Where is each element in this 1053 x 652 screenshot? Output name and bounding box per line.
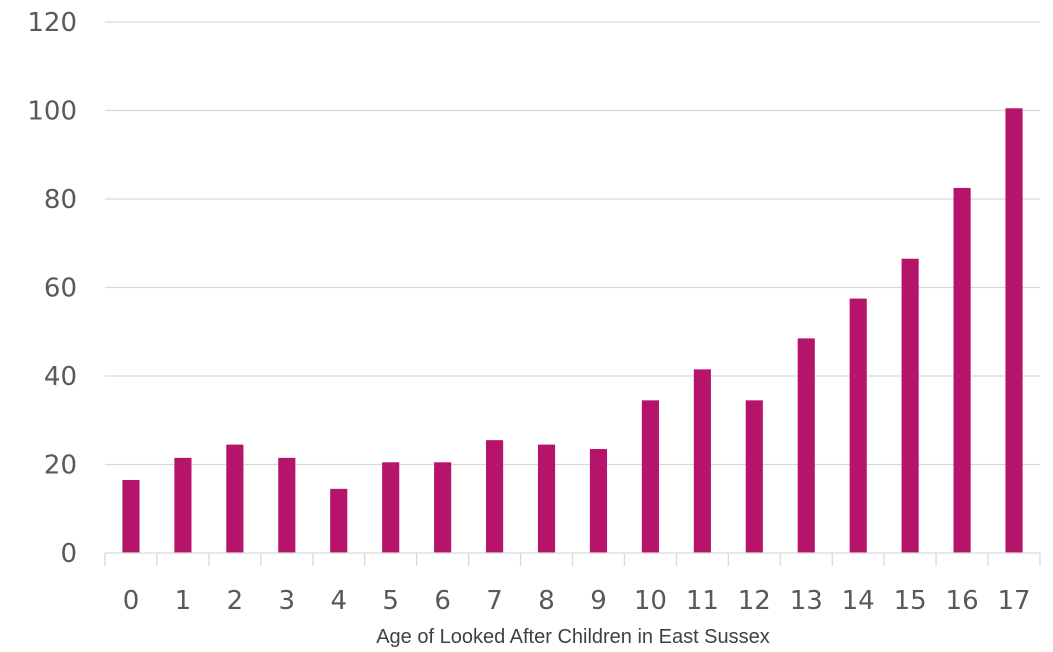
- x-tick-label: 12: [738, 586, 771, 616]
- x-tick-label: 3: [279, 586, 296, 616]
- bars: [122, 108, 1023, 553]
- bar-age-8: [537, 444, 556, 553]
- bar-age-17: [1005, 108, 1023, 553]
- bar-age-0: [122, 479, 140, 553]
- x-tick-label: 15: [894, 586, 927, 616]
- bar-age-5: [382, 462, 400, 553]
- bar-age-14: [849, 298, 867, 553]
- bar-age-2: [226, 444, 244, 553]
- bar-age-7: [486, 440, 504, 553]
- y-tick-label: 60: [44, 274, 77, 304]
- x-tick-label: 9: [590, 586, 607, 616]
- x-tick-label: 6: [434, 586, 451, 616]
- bar-age-9: [589, 449, 608, 553]
- bar-age-11: [693, 369, 711, 553]
- y-axis-tick-labels: 0 20 40 60 80 100 120: [27, 8, 77, 569]
- y-tick-label: 0: [60, 539, 77, 569]
- x-tick-label: 2: [227, 586, 244, 616]
- bar-age-3: [278, 457, 296, 553]
- x-tick-label: 17: [997, 586, 1030, 616]
- x-axis-title: Age of Looked After Children in East Sus…: [376, 626, 770, 648]
- bar-age-1: [174, 457, 192, 553]
- x-tick-label: 14: [842, 586, 875, 616]
- bar-age-15: [901, 258, 919, 553]
- x-axis-tick-labels: 0 1 2 3 4 5 6 7 8 9 10 11 12 13 14 15 16 17: [123, 586, 1031, 616]
- bar-age-6: [434, 462, 452, 553]
- x-tick-label: 11: [686, 586, 719, 616]
- bar-age-16: [953, 187, 971, 553]
- bar-age-13: [797, 338, 815, 553]
- bar-age-4: [330, 488, 348, 553]
- y-tick-label: 80: [44, 185, 77, 215]
- y-tick-label: 120: [27, 8, 77, 38]
- x-tick-label: 10: [634, 586, 667, 616]
- x-tick-label: 1: [175, 586, 192, 616]
- bar-age-12: [745, 400, 763, 553]
- bar-age-10: [641, 400, 659, 553]
- x-tick-label: 4: [330, 586, 347, 616]
- x-tick-label: 7: [486, 586, 503, 616]
- x-tick-label: 13: [790, 586, 823, 616]
- x-tick-label: 16: [946, 586, 979, 616]
- y-tick-label: 40: [44, 362, 77, 392]
- x-tick-label: 0: [123, 586, 140, 616]
- x-tick-label: 5: [382, 586, 399, 616]
- gridlines: [105, 21, 1040, 466]
- y-tick-label: 20: [44, 451, 77, 481]
- x-tick-label: 8: [538, 586, 555, 616]
- x-axis: [104, 552, 1041, 566]
- y-tick-label: 100: [27, 97, 77, 127]
